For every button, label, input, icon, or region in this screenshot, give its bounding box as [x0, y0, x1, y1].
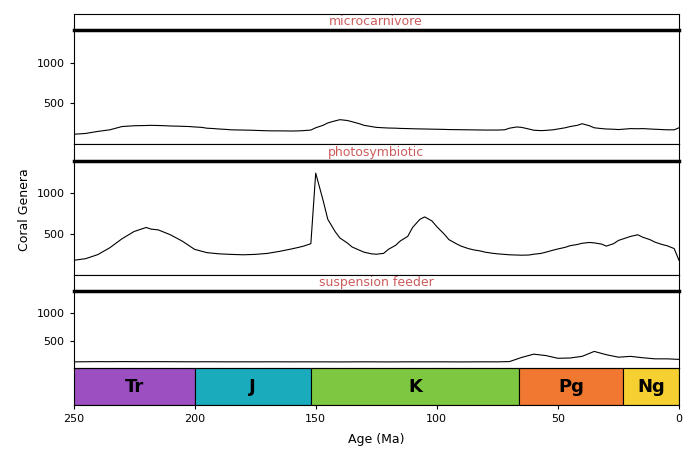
Text: Pg: Pg — [559, 378, 584, 396]
Text: microcarnivore: microcarnivore — [330, 15, 423, 28]
Bar — [74, 369, 195, 405]
Text: Age (Ma): Age (Ma) — [348, 432, 405, 446]
Bar — [623, 369, 679, 405]
Bar — [195, 369, 311, 405]
Text: Coral Genera: Coral Genera — [18, 168, 31, 251]
Text: Ng: Ng — [637, 378, 665, 396]
Bar — [519, 369, 623, 405]
Text: K: K — [408, 378, 422, 396]
Text: suspension feeder: suspension feeder — [319, 276, 433, 289]
Text: Tr: Tr — [125, 378, 144, 396]
Text: photosymbiotic: photosymbiotic — [328, 146, 424, 159]
Bar — [311, 369, 519, 405]
Text: J: J — [249, 378, 256, 396]
